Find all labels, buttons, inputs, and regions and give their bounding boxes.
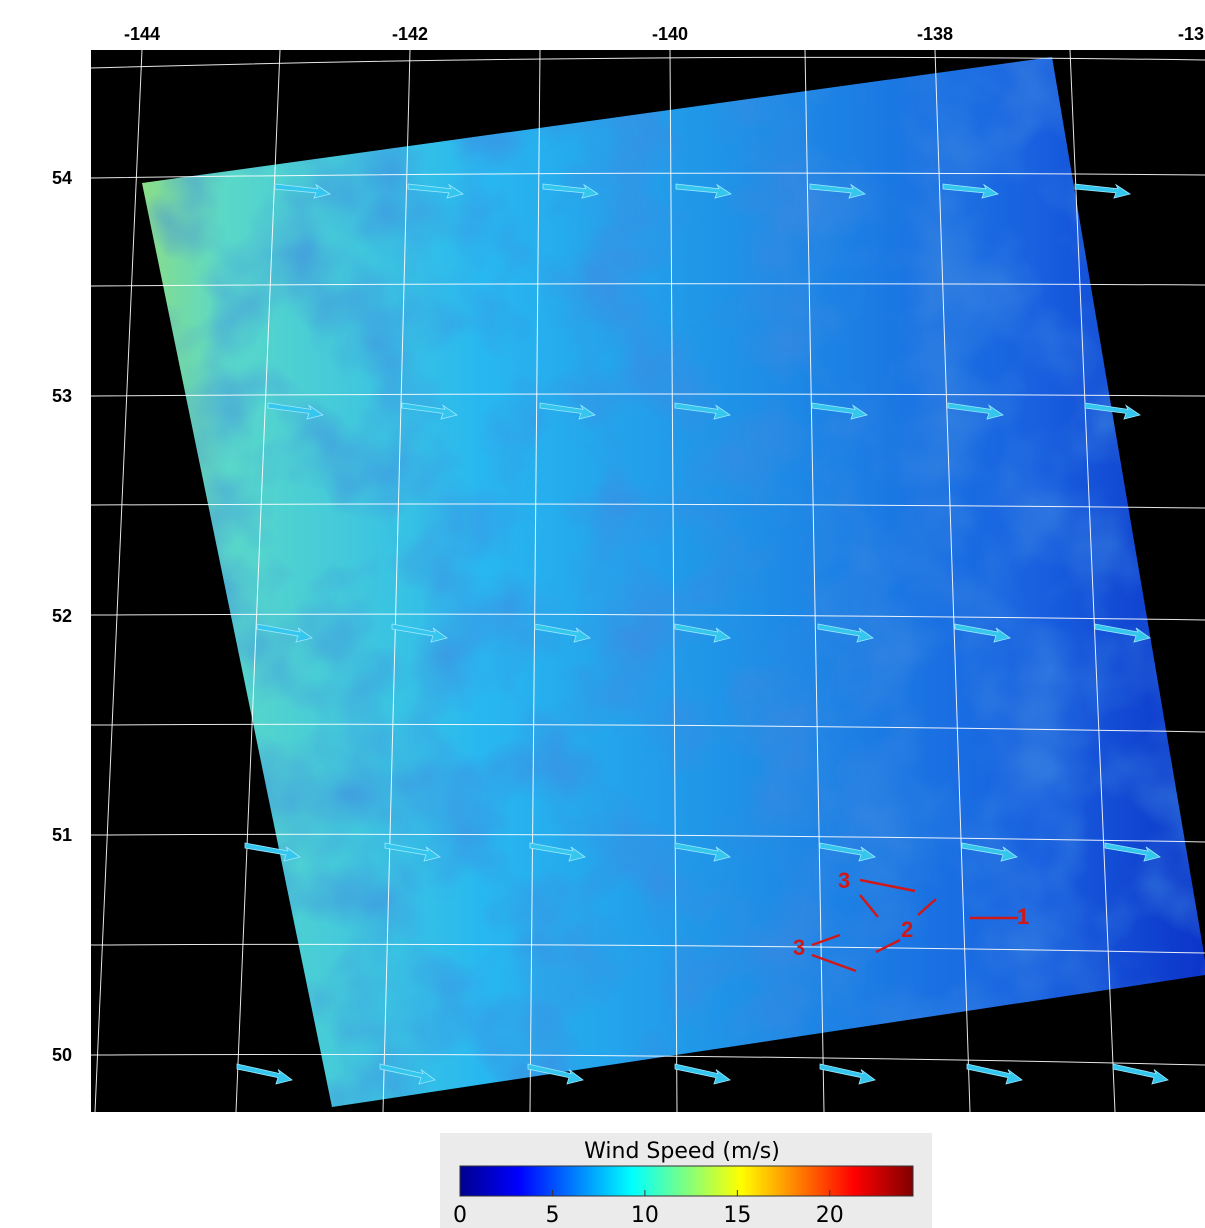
- annotation: 1: [1017, 904, 1029, 929]
- colorbar-tick-label: 10: [631, 1203, 659, 1228]
- annotation: 3: [838, 868, 850, 893]
- longitude-label: -13: [1178, 24, 1204, 44]
- latitude-label: 50: [52, 1045, 72, 1065]
- latitude-label: 53: [52, 386, 72, 406]
- annotation: 2: [901, 917, 913, 942]
- colorbar-tick-label: 5: [545, 1203, 559, 1228]
- annotation: 3: [793, 935, 805, 960]
- longitude-label: -144: [124, 24, 160, 44]
- colorbar-title: Wind Speed (m/s): [584, 1139, 780, 1164]
- colorbar: [460, 1166, 913, 1196]
- latitude-label: 54: [52, 168, 72, 188]
- longitude-label: -138: [917, 24, 953, 44]
- colorbar-tick-label: 15: [723, 1203, 751, 1228]
- colorbar-tick-label: 0: [453, 1203, 467, 1228]
- longitude-label: -140: [652, 24, 688, 44]
- latitude-label: 51: [52, 825, 72, 845]
- latitude-label: 52: [52, 606, 72, 626]
- colorbar-tick-label: 20: [816, 1203, 844, 1228]
- longitude-label: -142: [392, 24, 428, 44]
- map-figure: 3 3 2 1 -144 -142 -140 -138 -13 54 53 52…: [0, 0, 1205, 1228]
